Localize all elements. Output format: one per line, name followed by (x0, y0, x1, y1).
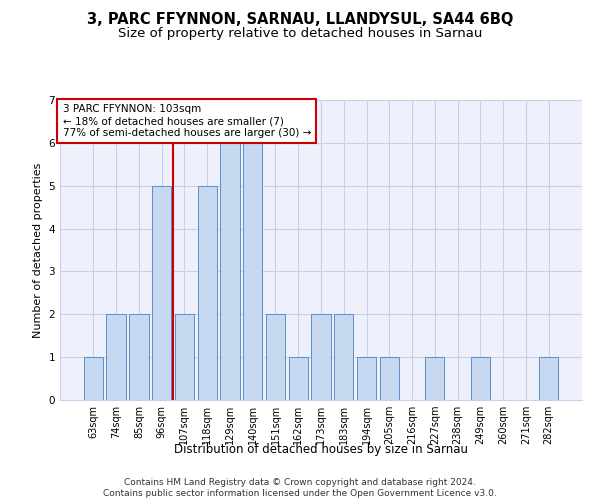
Bar (539, 357, 558, 400)
Y-axis label: Number of detached properties: Number of detached properties (33, 162, 43, 338)
Text: Contains HM Land Registry data © Crown copyright and database right 2024.
Contai: Contains HM Land Registry data © Crown c… (103, 478, 497, 498)
Bar (220, 143, 239, 400)
Bar (289, 357, 308, 400)
Text: 3, PARC FFYNNON, SARNAU, LLANDYSUL, SA44 6BQ: 3, PARC FFYNNON, SARNAU, LLANDYSUL, SA44… (87, 12, 513, 28)
Text: 3 PARC FFYNNON: 103sqm
← 18% of detached houses are smaller (7)
77% of semi-deta: 3 PARC FFYNNON: 103sqm ← 18% of detached… (62, 104, 311, 138)
Bar (129, 314, 149, 400)
Bar (266, 314, 285, 400)
Bar (470, 357, 490, 400)
Bar (311, 314, 331, 400)
Bar (197, 186, 217, 400)
Bar (380, 357, 399, 400)
Bar (243, 143, 262, 400)
Bar (357, 357, 376, 400)
Bar (106, 314, 126, 400)
Bar (84, 357, 103, 400)
Text: Distribution of detached houses by size in Sarnau: Distribution of detached houses by size … (174, 442, 468, 456)
Bar (425, 357, 445, 400)
Bar (175, 314, 194, 400)
Bar (334, 314, 353, 400)
Text: Size of property relative to detached houses in Sarnau: Size of property relative to detached ho… (118, 28, 482, 40)
Bar (152, 186, 172, 400)
